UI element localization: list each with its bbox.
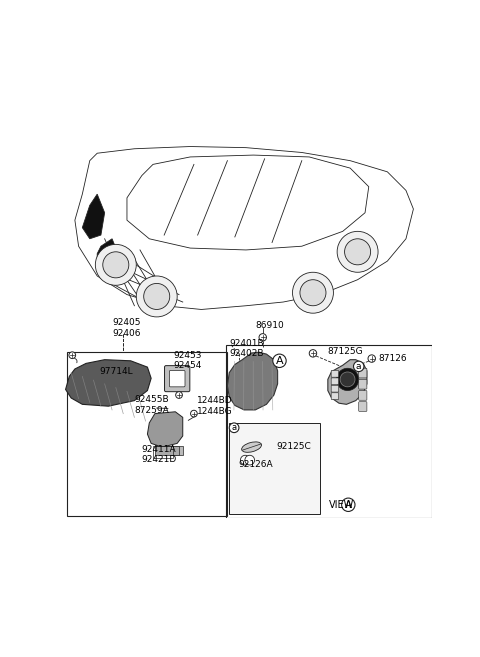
Text: A: A (345, 500, 352, 510)
Text: a: a (356, 362, 361, 371)
Circle shape (342, 498, 355, 511)
Circle shape (273, 354, 286, 367)
Circle shape (69, 352, 76, 359)
Text: 87126: 87126 (378, 354, 407, 363)
Polygon shape (147, 412, 183, 447)
Text: a: a (231, 423, 237, 432)
Text: A: A (276, 356, 283, 366)
FancyBboxPatch shape (359, 390, 367, 400)
Text: 92405
92406: 92405 92406 (112, 319, 141, 338)
Circle shape (176, 392, 182, 398)
Circle shape (229, 423, 239, 432)
Text: 87125G: 87125G (328, 347, 363, 356)
FancyBboxPatch shape (173, 446, 183, 455)
Circle shape (337, 231, 378, 272)
Polygon shape (229, 423, 321, 514)
Text: 97714L: 97714L (99, 367, 132, 376)
Circle shape (345, 238, 371, 265)
Polygon shape (66, 359, 151, 406)
FancyBboxPatch shape (359, 401, 367, 411)
Text: VIEW: VIEW (329, 500, 354, 510)
Text: 92411A
92421D: 92411A 92421D (141, 445, 176, 464)
Polygon shape (83, 194, 105, 238)
Polygon shape (228, 352, 277, 410)
Ellipse shape (241, 442, 262, 452)
Circle shape (300, 280, 326, 306)
Circle shape (353, 361, 364, 372)
Circle shape (96, 244, 136, 285)
Circle shape (245, 455, 254, 465)
Polygon shape (328, 359, 367, 404)
Text: 92401B
92402B: 92401B 92402B (229, 339, 264, 358)
FancyBboxPatch shape (169, 371, 185, 387)
FancyBboxPatch shape (331, 378, 338, 384)
Text: 1244BD
1244BG: 1244BD 1244BG (197, 396, 232, 416)
Circle shape (144, 283, 170, 309)
Text: 86910: 86910 (255, 321, 284, 330)
Text: 92453
92454: 92453 92454 (173, 351, 202, 370)
Circle shape (309, 350, 317, 357)
Text: 92125C: 92125C (276, 442, 311, 451)
Circle shape (240, 455, 250, 465)
Text: 92455B
87259A: 92455B 87259A (134, 396, 169, 415)
FancyBboxPatch shape (359, 379, 367, 389)
FancyBboxPatch shape (155, 446, 179, 455)
Circle shape (336, 368, 359, 390)
FancyBboxPatch shape (331, 371, 338, 377)
Circle shape (103, 252, 129, 278)
FancyBboxPatch shape (331, 393, 338, 399)
Circle shape (136, 276, 177, 317)
FancyBboxPatch shape (331, 386, 338, 392)
Polygon shape (97, 238, 120, 276)
Circle shape (368, 355, 375, 362)
FancyBboxPatch shape (359, 368, 367, 378)
Circle shape (191, 410, 197, 417)
Circle shape (292, 272, 334, 313)
FancyBboxPatch shape (165, 366, 190, 392)
Circle shape (340, 372, 355, 387)
Circle shape (259, 334, 266, 341)
Text: 92126A: 92126A (238, 461, 273, 470)
